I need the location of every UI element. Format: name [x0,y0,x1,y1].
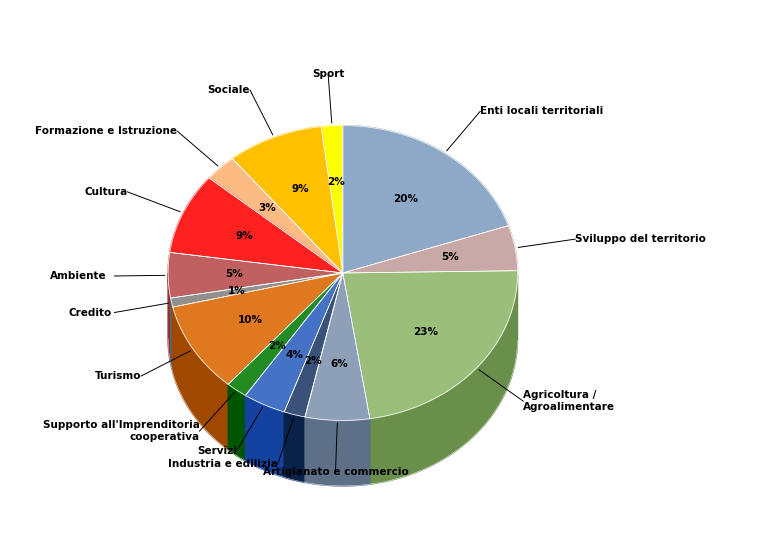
Text: Credito: Credito [69,308,112,318]
Text: Ambiente: Ambiente [50,271,107,281]
Polygon shape [246,395,284,477]
Text: 23%: 23% [414,327,438,337]
Polygon shape [284,412,305,483]
Polygon shape [171,298,173,372]
Text: Sociale: Sociale [207,85,250,95]
Text: Supporto all'Imprenditoria
cooperativa: Supporto all'Imprenditoria cooperativa [43,420,199,442]
Text: 4%: 4% [285,349,303,360]
Polygon shape [246,273,342,412]
Polygon shape [173,273,342,384]
Text: Sviluppo del territorio: Sviluppo del territorio [575,234,706,244]
Polygon shape [321,126,342,273]
Polygon shape [168,252,342,298]
Text: 2%: 2% [268,341,286,351]
Polygon shape [168,273,171,364]
Polygon shape [228,273,342,395]
Polygon shape [209,159,342,273]
Text: 9%: 9% [235,231,253,241]
Text: 20%: 20% [393,194,418,204]
Text: 10%: 10% [237,316,263,325]
Text: Sport: Sport [312,69,344,79]
Text: Artigianato e commercio: Artigianato e commercio [263,467,408,477]
Text: 5%: 5% [441,252,458,263]
Text: 1%: 1% [228,286,246,296]
Text: Cultura: Cultura [84,187,128,197]
Text: Agricoltura /
Agroalimentare: Agricoltura / Agroalimentare [523,390,615,412]
Text: 2%: 2% [327,177,345,187]
Text: 3%: 3% [258,203,276,213]
Polygon shape [284,273,342,417]
Polygon shape [233,127,342,273]
Text: 2%: 2% [304,356,322,366]
Polygon shape [170,178,342,273]
Text: 5%: 5% [226,269,243,280]
Polygon shape [305,417,370,486]
Polygon shape [342,271,518,419]
Text: Servizi: Servizi [197,446,237,456]
Polygon shape [342,126,509,273]
Text: Enti locali territoriali: Enti locali territoriali [480,106,604,116]
Text: 9%: 9% [291,184,309,194]
Polygon shape [171,273,342,307]
Polygon shape [305,273,370,420]
Text: Turismo: Turismo [94,371,141,381]
Polygon shape [342,225,517,273]
Text: Industria e edilizia: Industria e edilizia [168,459,278,469]
Polygon shape [173,307,228,450]
Text: 6%: 6% [331,359,349,369]
Polygon shape [370,275,518,484]
Text: Formazione e Istruzione: Formazione e Istruzione [36,126,177,136]
Polygon shape [228,384,246,461]
